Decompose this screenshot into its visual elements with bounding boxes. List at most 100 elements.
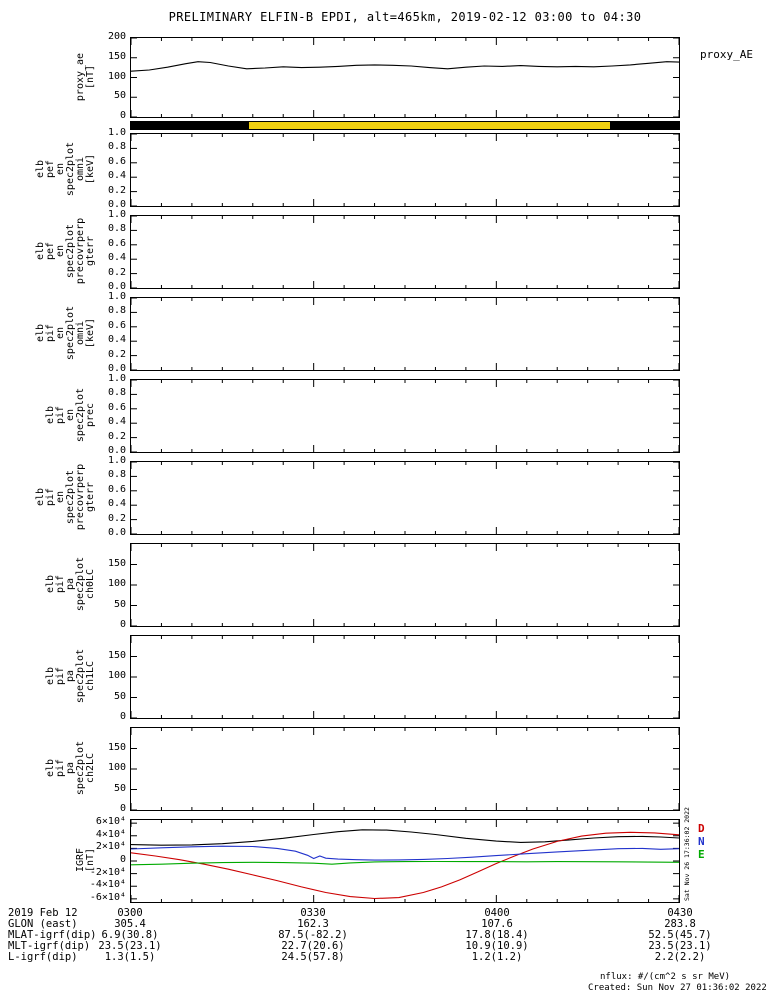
y-tick-label: 6×10⁴ [95,816,126,828]
y-tick-label: 150 [107,649,126,661]
var-row-value: 24.5(57.8) [281,951,345,963]
var-row-value: 87.5(-82.2) [278,929,348,941]
var-row-value: 6.9(30.8) [101,929,159,941]
var-row-value: 162.3 [297,918,329,930]
y-tick-label: 50 [113,598,126,610]
elb_pif_en_spec2plot_omni-canvas [131,298,679,370]
elb_pef_en_spec2plot_omni-canvas [131,134,679,206]
y-tick-label: 0.2 [107,348,126,360]
elb_pif_pa_spec2plot_ch1LC-canvas [131,636,679,718]
nflux-units-note: nflux: #/(cm^2 s sr MeV) [600,972,731,982]
y-tick-label: 0 [119,854,126,865]
y-tick-label: 100 [107,670,126,681]
y-tick-label: 150 [107,741,126,753]
y-tick-label: 0.6 [107,155,126,167]
y-tick-label: 100 [107,578,126,589]
y-tick-label: 0.0 [107,527,126,538]
var-row-label: GLON (east) [8,918,78,930]
elb_pif_en_spec2plot_precovrperp_gterr-ylabel: elb pif en spec2plot precovrperp gterr [35,463,96,531]
x-tick-label: 0300 [117,907,143,919]
plot-title: PRELIMINARY ELFIN-B EPDI, alt=465km, 201… [168,10,642,24]
y-tick-label: 50 [113,690,126,702]
var-row-value: 2.2(2.2) [654,951,706,963]
availability-strip [130,121,680,130]
elb_pif_pa_spec2plot_ch2LC-ylabel: elb pif pa spec2plot ch2LC [45,740,96,796]
var-row-value: 1.3(1.5) [104,951,156,963]
y-tick-label: 0.0 [107,199,126,210]
y-tick-label: -4×10⁴ [89,879,126,891]
y-tick-label: 2×10⁴ [95,841,126,853]
y-tick-label: 0.6 [107,483,126,495]
y-tick-label: 0.4 [107,334,126,346]
panel-elb-pif-pa-ch0lc [130,543,680,627]
y-tick-label: 100 [107,762,126,773]
y-tick-label: 100 [107,70,126,82]
y-tick-label: 0.8 [107,305,126,317]
y-tick-label: 1.0 [107,291,126,302]
x-tick-label: 0430 [667,907,693,919]
y-tick-label: -2×10⁴ [89,866,126,878]
elb_pef_en_spec2plot_precovrperp_gterr-canvas [131,216,679,288]
var-row-value: 1.2(1.2) [471,951,523,963]
y-tick-label: 150 [107,50,126,62]
var-row-label: L-igrf(dip) [8,951,78,963]
proxy-ae-right-label: proxy_AE [700,48,753,61]
y-tick-label: 0.2 [107,512,126,524]
elb_pif_pa_spec2plot_ch0LC-canvas [131,544,679,626]
y-tick-label: 200 [107,31,126,42]
y-tick-label: 0.4 [107,170,126,182]
y-tick-label: 0.4 [107,252,126,264]
y-tick-label: 0.2 [107,430,126,442]
availability-segment [131,122,249,129]
elb_pif_pa_spec2plot_ch1LC-ylabel: elb pif pa spec2plot ch1LC [45,648,96,704]
y-tick-label: 1.0 [107,209,126,220]
elb_pef_en_spec2plot_omni-ylabel: elb pef en spec2plot omni [keV] [35,141,96,197]
y-tick-label: 0.0 [107,281,126,292]
created-note: Created: Sun Nov 27 01:36:02 2022 [588,983,767,993]
availability-segment [610,122,679,129]
var-row-value: 107.6 [481,918,513,930]
elb_pif_en_spec2plot_omni-ylabel: elb pif en spec2plot omni [keV] [35,305,96,361]
y-tick-label: 1.0 [107,373,126,384]
y-tick-label: 4×10⁴ [95,828,126,840]
y-tick-label: 50 [113,90,126,102]
y-tick-label: 0.8 [107,387,126,399]
var-row-value: 17.8(18.4) [465,929,529,941]
y-tick-label: 1.0 [107,455,126,466]
igrf-ylabel: IGRF [nT] [75,847,96,873]
legend-E: E [698,848,705,861]
y-tick-label: 0.2 [107,266,126,278]
y-tick-label: 0.8 [107,223,126,235]
y-tick-label: 0 [119,711,126,722]
proxy_ae-ylabel: proxy_ae [nT] [75,52,96,101]
panel-elb-pif-en-prec [130,379,680,453]
x-tick-label: 0330 [300,907,326,919]
y-tick-label: 150 [107,557,126,569]
y-tick-label: 0.4 [107,498,126,510]
date-label: 2019 Feb 12 [8,907,78,919]
var-row-value: 10.9(10.9) [465,940,529,952]
panel-elb-pif-pa-ch1lc [130,635,680,719]
legend-N: N [698,835,705,848]
var-row-value: 283.8 [664,918,696,930]
y-tick-label: 0.6 [107,401,126,413]
var-row-value: 23.5(23.1) [648,940,712,952]
y-tick-label: 0.4 [107,416,126,428]
proxy_ae-canvas [131,38,679,117]
panel-elb-pif-en-omni [130,297,680,371]
y-tick-label: 0.0 [107,363,126,374]
availability-segment [248,122,611,129]
var-row-label: MLT-igrf(dip) [8,940,91,952]
var-row-value: 305.4 [114,918,146,930]
y-tick-label: 0 [119,803,126,814]
igrf-canvas [131,820,679,902]
y-tick-label: 0 [119,110,126,121]
panel-elb-pef-en-omni [130,133,680,207]
y-tick-label: 0.2 [107,184,126,196]
panel-proxy-ae [130,37,680,118]
legend-D: D [698,822,705,835]
y-tick-label: 0.8 [107,469,126,481]
elb_pef_en_spec2plot_precovrperp_gterr-ylabel: elb pef en spec2plot precovrperp gterr [35,217,96,285]
elb_pif_en_spec2plot_prec-canvas [131,380,679,452]
